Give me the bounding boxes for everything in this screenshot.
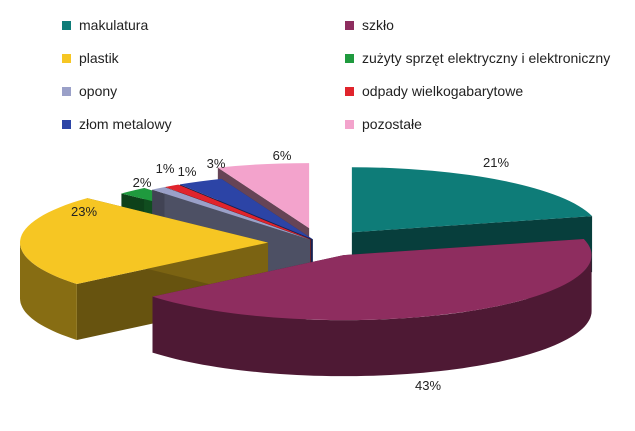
legend-swatch [345,86,354,96]
legend-label: pozostałe [362,116,422,132]
legend-label: plastik [79,50,119,66]
pie-slice-top [152,187,311,240]
legend-swatch [62,20,71,30]
legend-item: opony [62,82,117,100]
pie-slice-top [152,238,592,321]
pie-slice-2 [20,198,269,341]
legend-label: szkło [362,17,394,33]
pie-slice-rim [152,255,592,377]
legend-item: zużyty sprzęt elektryczny i elektroniczn… [345,49,610,67]
legend-item: szkło [345,16,394,34]
pie-slice-top [20,198,269,285]
legend-swatch [62,119,71,129]
data-label: 21% [483,155,509,170]
legend: makulatura szkło plastik zużyty sprzęt elek… [0,0,635,140]
legend-label: zużyty sprzęt elektryczny i elektroniczn… [362,50,611,66]
pie-slice-top [351,167,593,233]
pie-slice-top [179,178,313,240]
legend-label: makulatura [79,17,149,33]
legend-label: opony [79,83,118,99]
legend-item: odpady wielkogabarytowe [345,82,523,100]
data-label: 3% [207,156,226,171]
legend-swatch [345,119,354,129]
pie-slice-rim [20,242,77,340]
data-label: 43% [415,378,441,393]
data-label: 23% [71,204,97,219]
pie-slice-top [165,184,312,240]
legend-item: plastik [62,49,119,67]
legend-item: makulatura [62,16,148,34]
data-label: 2% [133,175,152,190]
legend-swatch [62,53,71,63]
legend-swatch [62,86,71,96]
legend-label: złom metalowy [79,116,172,132]
data-label: 1% [178,164,197,179]
legend-item: złom metalowy [62,115,172,133]
data-label: 6% [273,148,292,163]
pie-slice-1 [152,238,592,377]
legend-label: odpady wielkogabarytowe [362,83,524,99]
legend-swatch [345,20,354,30]
data-label: 1% [156,161,175,176]
pie-slice-top [217,163,310,229]
legend-item: pozostałe [345,115,422,133]
legend-swatch [345,53,354,63]
